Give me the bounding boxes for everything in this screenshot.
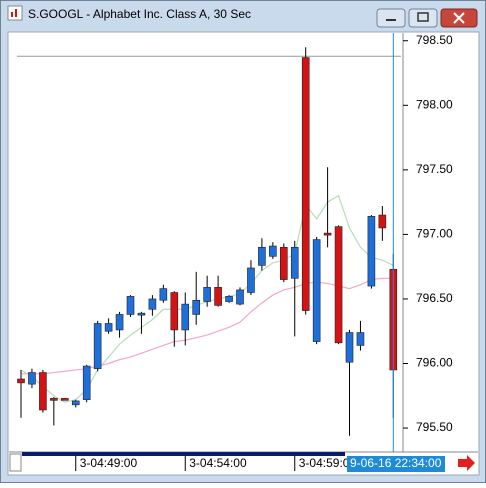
candle-body <box>225 296 233 302</box>
candle-body <box>378 214 387 229</box>
candle-body <box>236 289 244 305</box>
window-title: S.GOOGL - Alphabet Inc. Class A, 30 Sec <box>28 7 251 21</box>
x-tick-label: 3-04:59:00 <box>299 456 357 470</box>
x-tick-label: 3-04:49:00 <box>80 456 138 470</box>
candle-body <box>345 332 354 363</box>
candle-body <box>258 247 266 266</box>
maximize-icon <box>417 12 429 22</box>
candle-body <box>93 323 102 369</box>
crosshair-label-bg <box>347 456 445 472</box>
candle-body <box>203 287 211 302</box>
candle-body <box>334 226 343 344</box>
candle-body <box>247 267 255 293</box>
candle-body <box>269 245 277 257</box>
y-tick-label: 798.50 <box>416 33 453 47</box>
candle-body <box>115 314 124 331</box>
close-icon <box>453 12 465 24</box>
minimize-button[interactable] <box>376 8 406 28</box>
candle-body <box>290 247 299 279</box>
candle-body <box>356 332 365 346</box>
candle-body <box>148 298 157 310</box>
candle-body <box>50 398 58 401</box>
corner-box <box>9 453 22 472</box>
candle-body <box>367 216 376 287</box>
maximize-button[interactable] <box>408 8 438 28</box>
y-tick-label: 796.00 <box>416 356 453 370</box>
candle-body <box>71 400 80 406</box>
candle-body <box>214 287 222 306</box>
candle-body <box>137 312 146 316</box>
y-tick-label: 797.50 <box>416 162 453 176</box>
candle-body <box>192 299 200 315</box>
candle-body <box>82 365 91 400</box>
candle-body <box>28 372 36 385</box>
candle-body <box>126 296 135 315</box>
candle-body <box>60 398 69 401</box>
y-tick-label: 798.00 <box>416 97 453 111</box>
candle-body <box>104 323 113 332</box>
candle-body <box>39 372 47 411</box>
candle-body <box>323 232 332 236</box>
candle-body <box>170 292 179 331</box>
candle-body <box>312 239 321 342</box>
candle-body <box>279 247 288 280</box>
candle-body <box>159 288 168 301</box>
app-icon-bar <box>11 12 13 17</box>
y-tick-label: 796.50 <box>416 291 453 305</box>
app-icon-bar <box>15 9 17 17</box>
y-tick-label: 795.50 <box>416 420 453 434</box>
scroll-bar[interactable] <box>22 452 345 456</box>
scroll-arrow[interactable] <box>458 455 475 471</box>
y-tick-label: 797.00 <box>416 227 453 241</box>
minimize-icon <box>386 19 396 21</box>
crosshair-label: 9-06-16 22:34:00 <box>350 456 442 470</box>
candle-body <box>301 57 310 311</box>
chart-panel <box>7 31 480 476</box>
x-tick-label: 3-04:54:00 <box>189 456 247 470</box>
candle-body <box>181 303 190 331</box>
candle-body <box>17 378 25 384</box>
